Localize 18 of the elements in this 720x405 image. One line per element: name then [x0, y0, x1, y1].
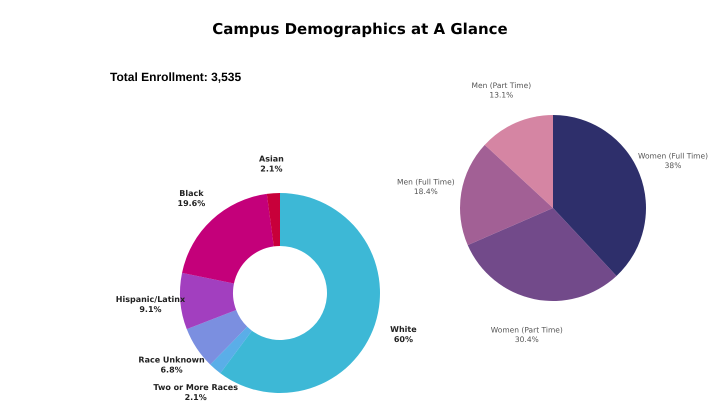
chart-subtitle: Total Enrollment: 3,535: [110, 70, 242, 84]
slice-label: Black: [179, 188, 204, 198]
chart-title: Campus Demographics at A Glance: [211, 20, 509, 38]
donut-slice: [210, 326, 252, 374]
data-label: 9.1%: [139, 304, 162, 314]
data-label: 6.8%: [160, 366, 183, 375]
pie-slice: [460, 144, 553, 246]
pie-slice: [468, 208, 616, 301]
slice-label: Race Unknown: [138, 356, 206, 365]
data-label: 2.1%: [184, 392, 207, 402]
pie-slice: [484, 115, 553, 208]
slice-label: Two or More Races: [153, 382, 238, 392]
data-label: 60%: [394, 334, 413, 344]
data-label: 19.6%: [178, 198, 206, 208]
data-label: 2.1%: [260, 164, 282, 174]
slice-label: Asian: [259, 154, 284, 164]
slice-label: White: [390, 324, 418, 334]
donut-slice: [266, 193, 280, 246]
